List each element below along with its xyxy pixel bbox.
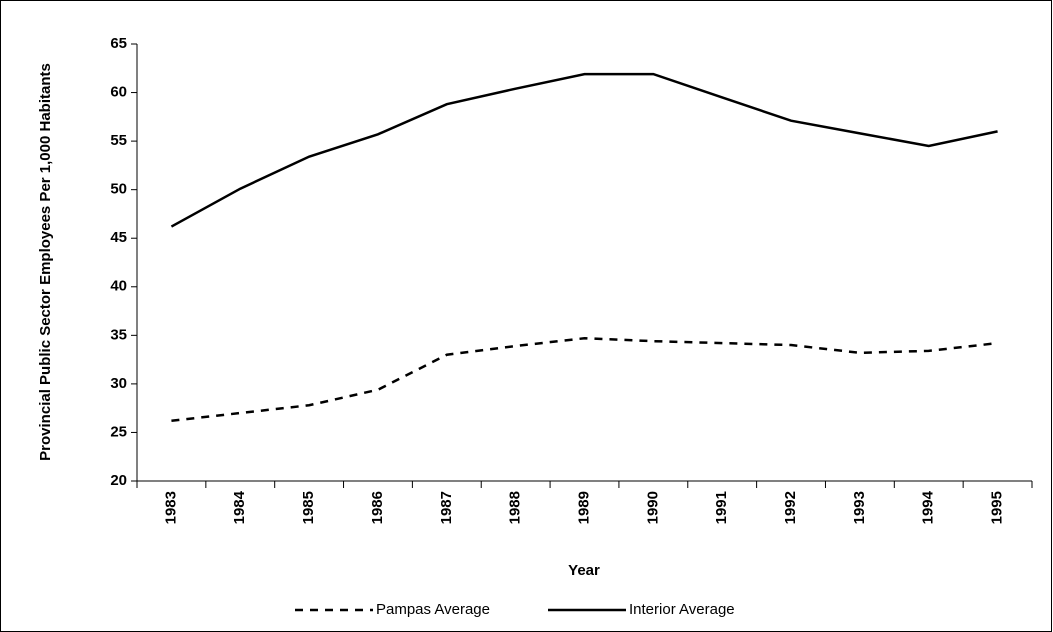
y-tick-label: 60 (110, 84, 127, 101)
y-tick-label: 20 (110, 472, 127, 489)
x-tick-label: 1986 (369, 491, 386, 524)
x-tick-label: 1987 (438, 491, 455, 524)
y-tick-label: 30 (110, 375, 127, 392)
x-tick-label: 1983 (162, 491, 179, 524)
y-tick-label: 25 (110, 423, 127, 440)
legend-label: Interior Average (629, 601, 735, 618)
line-series (171, 336, 998, 423)
x-tick-label: 1992 (782, 491, 799, 524)
y-axis-title: Provincial Public Sector Employees Per 1… (37, 63, 54, 461)
x-tick-label: 1994 (920, 490, 937, 524)
x-tick-label: 1990 (644, 491, 661, 524)
x-axis-title: Year (568, 562, 600, 579)
y-tick-label: 35 (110, 326, 127, 343)
x-tick-label: 1993 (851, 491, 868, 524)
y-tick-label: 40 (110, 278, 127, 295)
y-tick-label: 45 (110, 229, 127, 246)
x-tick-label: 1989 (575, 491, 592, 524)
line-series (170, 72, 998, 228)
x-tick-label: 1988 (507, 491, 524, 524)
y-tick-label: 65 (110, 35, 127, 52)
x-tick-label: 1995 (989, 491, 1006, 524)
legend-label: Pampas Average (376, 601, 490, 618)
x-tick-label: 1985 (300, 491, 317, 524)
x-tick-label: 1991 (713, 491, 730, 524)
y-tick-label: 55 (110, 132, 127, 149)
y-tick-label: 50 (110, 181, 127, 198)
x-tick-label: 1984 (231, 490, 248, 524)
